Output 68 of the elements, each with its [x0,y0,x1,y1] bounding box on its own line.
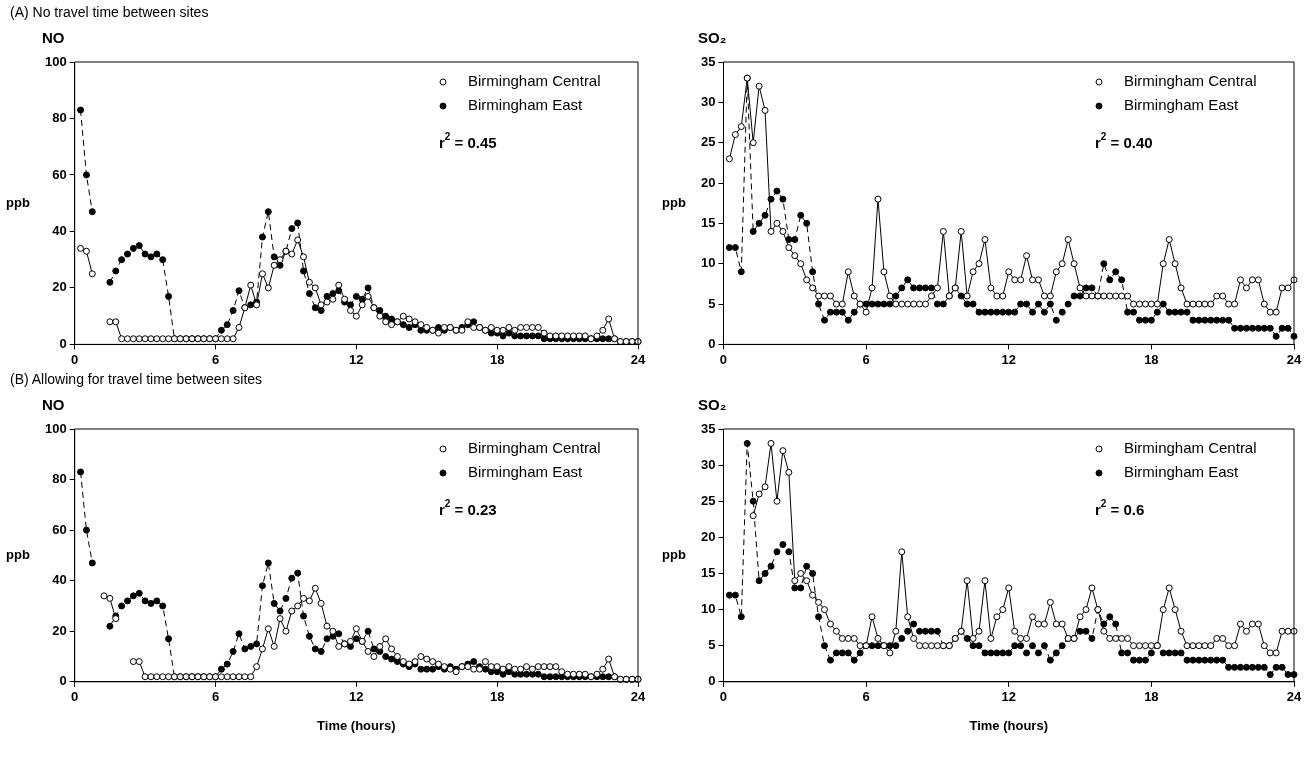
chart-title: SO₂ [698,29,727,47]
y-tick-label: 100 [44,53,67,69]
y-tick-label: 0 [59,673,67,689]
y-tick-label: 60 [52,166,67,182]
chart-subtitle: (A) No travel time between sites [9,4,210,22]
x-tick-label: 24 [630,689,646,705]
y-tick-label: 80 [52,471,67,487]
y-axis-title: ppb [6,546,30,562]
legend-label: Birmingham Central [1124,72,1257,90]
x-tick-label: 12 [349,689,364,705]
legend-label: Birmingham Central [1124,439,1257,457]
y-tick-label: 30 [700,456,716,472]
chart-title: NO [42,396,65,414]
x-axis-title: Time (hours) [317,717,396,733]
x-tick-label: 6 [862,351,870,367]
y-tick-label: 80 [52,110,67,126]
chart-title: SO₂ [698,396,727,414]
y-axis-title: ppb [662,546,686,562]
y-axis-title: ppb [662,194,686,210]
chart-subtitle: (B) Allowing for travel time between sites [9,371,264,389]
x-tick-label: 0 [719,689,728,705]
x-tick-label: 12 [1001,689,1016,705]
legend-label: Birmingham East [1124,96,1240,114]
y-tick-label: 20 [52,279,67,295]
y-tick-label: 10 [700,601,716,617]
y-tick-label: 25 [700,492,716,508]
y-tick-label: 20 [52,622,67,638]
y-tick-label: 0 [708,335,716,351]
x-tick-label: 18 [489,689,505,705]
y-tick-label: 0 [59,335,67,351]
x-tick-label: 0 [71,689,79,705]
x-tick-label: 0 [719,351,728,367]
y-tick-label: 20 [700,528,716,544]
y-tick-label: 10 [700,255,716,271]
x-tick-label: 18 [1144,689,1159,705]
y-axis-title: ppb [6,194,30,210]
x-tick-label: 12 [1001,351,1016,367]
x-tick-label: 18 [1144,351,1159,367]
y-tick-label: 35 [700,53,716,69]
x-tick-label: 18 [489,351,505,367]
y-tick-label: 100 [44,420,67,436]
legend-label: Birmingham Central [468,439,601,457]
y-tick-label: 60 [52,521,67,537]
y-tick-label: 35 [700,420,716,436]
y-tick-label: 0 [708,673,716,689]
chart-title: NO [42,29,65,47]
x-axis-title: Time (hours) [969,717,1048,733]
y-tick-label: 5 [708,637,716,653]
y-tick-label: 15 [700,565,716,581]
legend-label: Birmingham East [468,96,584,114]
legend-label: Birmingham East [468,463,584,481]
y-tick-label: 40 [52,572,67,588]
legend-label: Birmingham Central [468,72,601,90]
x-tick-label: 24 [1286,351,1302,367]
y-tick-label: 5 [708,295,716,311]
y-tick-label: 15 [700,214,716,230]
y-tick-label: 40 [52,223,67,239]
y-tick-label: 25 [700,134,716,150]
legend-label: Birmingham East [1124,463,1240,481]
y-tick-label: 30 [700,93,716,109]
x-tick-label: 6 [211,351,220,367]
y-tick-label: 20 [700,174,716,190]
x-tick-label: 6 [862,689,870,705]
x-tick-label: 24 [630,351,646,367]
x-tick-label: 6 [211,689,220,705]
x-tick-label: 24 [1286,689,1302,705]
x-tick-label: 12 [349,351,364,367]
x-tick-label: 0 [71,351,79,367]
